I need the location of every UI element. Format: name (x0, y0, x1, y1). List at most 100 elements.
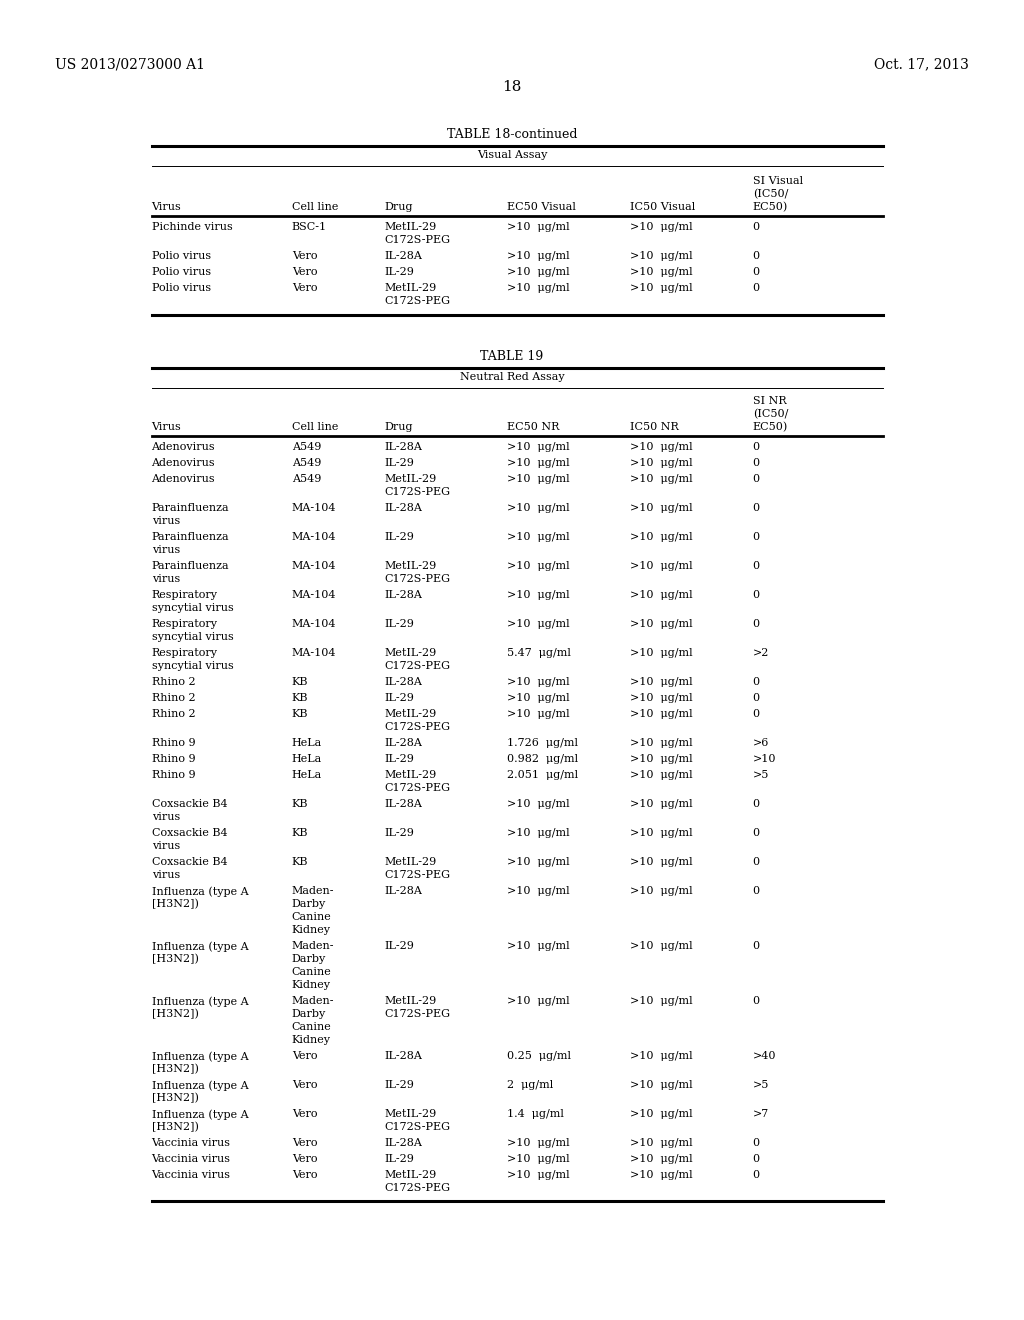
Text: Maden-: Maden- (292, 886, 335, 896)
Text: Virus: Virus (152, 422, 181, 432)
Text: C172S-PEG: C172S-PEG (384, 235, 450, 246)
Text: (IC50/: (IC50/ (753, 189, 788, 199)
Text: virus: virus (152, 812, 180, 822)
Text: 0.25  μg/ml: 0.25 μg/ml (507, 1051, 571, 1061)
Text: C172S-PEG: C172S-PEG (384, 487, 450, 498)
Text: SI NR: SI NR (753, 396, 786, 407)
Text: >10  μg/ml: >10 μg/ml (507, 677, 569, 686)
Text: IL-28A: IL-28A (384, 1051, 422, 1061)
Text: KB: KB (292, 857, 308, 867)
Text: >10  μg/ml: >10 μg/ml (630, 857, 692, 867)
Text: MetIL-29: MetIL-29 (384, 709, 436, 719)
Text: >10  μg/ml: >10 μg/ml (630, 1109, 692, 1119)
Text: >10  μg/ml: >10 μg/ml (630, 458, 692, 469)
Text: 0: 0 (753, 474, 760, 484)
Text: MetIL-29: MetIL-29 (384, 770, 436, 780)
Text: Vero: Vero (292, 1138, 317, 1148)
Text: EC50 NR: EC50 NR (507, 422, 559, 432)
Text: MA-104: MA-104 (292, 619, 336, 630)
Text: Adenovirus: Adenovirus (152, 474, 215, 484)
Text: >10  μg/ml: >10 μg/ml (630, 828, 692, 838)
Text: Canine: Canine (292, 968, 332, 977)
Text: >10  μg/ml: >10 μg/ml (630, 693, 692, 704)
Text: IC50 NR: IC50 NR (630, 422, 679, 432)
Text: MetIL-29: MetIL-29 (384, 282, 436, 293)
Text: Polio virus: Polio virus (152, 282, 211, 293)
Text: Darby: Darby (292, 899, 326, 909)
Text: virus: virus (152, 545, 180, 554)
Text: Drug: Drug (384, 422, 413, 432)
Text: 0: 0 (753, 282, 760, 293)
Text: >10  μg/ml: >10 μg/ml (507, 532, 569, 543)
Text: >10  μg/ml: >10 μg/ml (507, 693, 569, 704)
Text: Maden-: Maden- (292, 997, 335, 1006)
Text: IC50 Visual: IC50 Visual (630, 202, 695, 213)
Text: IL-29: IL-29 (384, 1154, 414, 1164)
Text: HeLa: HeLa (292, 738, 323, 748)
Text: C172S-PEG: C172S-PEG (384, 870, 450, 880)
Text: >2: >2 (753, 648, 769, 657)
Text: virus: virus (152, 841, 180, 851)
Text: Rhino 2: Rhino 2 (152, 709, 196, 719)
Text: BSC-1: BSC-1 (292, 222, 327, 232)
Text: [H3N2]): [H3N2]) (152, 1008, 199, 1019)
Text: >10  μg/ml: >10 μg/ml (630, 1170, 692, 1180)
Text: >10  μg/ml: >10 μg/ml (630, 997, 692, 1006)
Text: Vero: Vero (292, 1154, 317, 1164)
Text: MetIL-29: MetIL-29 (384, 474, 436, 484)
Text: IL-28A: IL-28A (384, 590, 422, 601)
Text: >10  μg/ml: >10 μg/ml (507, 282, 569, 293)
Text: Influenza (type A: Influenza (type A (152, 1109, 248, 1119)
Text: >10  μg/ml: >10 μg/ml (630, 648, 692, 657)
Text: MetIL-29: MetIL-29 (384, 1170, 436, 1180)
Text: Polio virus: Polio virus (152, 251, 211, 261)
Text: syncytial virus: syncytial virus (152, 603, 233, 612)
Text: MA-104: MA-104 (292, 590, 336, 601)
Text: Parainfluenza: Parainfluenza (152, 503, 229, 513)
Text: Vero: Vero (292, 251, 317, 261)
Text: Respiratory: Respiratory (152, 648, 217, 657)
Text: IL-29: IL-29 (384, 458, 414, 469)
Text: KB: KB (292, 828, 308, 838)
Text: C172S-PEG: C172S-PEG (384, 722, 450, 733)
Text: A549: A549 (292, 442, 322, 451)
Text: Vaccinia virus: Vaccinia virus (152, 1170, 230, 1180)
Text: HeLa: HeLa (292, 754, 323, 764)
Text: >10  μg/ml: >10 μg/ml (507, 267, 569, 277)
Text: >10  μg/ml: >10 μg/ml (630, 1154, 692, 1164)
Text: Influenza (type A: Influenza (type A (152, 1080, 248, 1090)
Text: Virus: Virus (152, 202, 181, 213)
Text: (IC50/: (IC50/ (753, 409, 788, 420)
Text: Coxsackie B4: Coxsackie B4 (152, 857, 227, 867)
Text: IL-29: IL-29 (384, 1080, 414, 1090)
Text: Influenza (type A: Influenza (type A (152, 1051, 248, 1061)
Text: >10  μg/ml: >10 μg/ml (630, 619, 692, 630)
Text: >10  μg/ml: >10 μg/ml (507, 1154, 569, 1164)
Text: >10  μg/ml: >10 μg/ml (507, 1138, 569, 1148)
Text: >10  μg/ml: >10 μg/ml (630, 1051, 692, 1061)
Text: >10  μg/ml: >10 μg/ml (630, 886, 692, 896)
Text: IL-28A: IL-28A (384, 886, 422, 896)
Text: 0: 0 (753, 267, 760, 277)
Text: C172S-PEG: C172S-PEG (384, 1008, 450, 1019)
Text: >10  μg/ml: >10 μg/ml (507, 886, 569, 896)
Text: 0: 0 (753, 442, 760, 451)
Text: Visual Assay: Visual Assay (477, 150, 547, 160)
Text: >5: >5 (753, 1080, 769, 1090)
Text: Polio virus: Polio virus (152, 267, 211, 277)
Text: MetIL-29: MetIL-29 (384, 222, 436, 232)
Text: 0: 0 (753, 1170, 760, 1180)
Text: HeLa: HeLa (292, 770, 323, 780)
Text: Vero: Vero (292, 1080, 317, 1090)
Text: >10  μg/ml: >10 μg/ml (630, 754, 692, 764)
Text: IL-28A: IL-28A (384, 251, 422, 261)
Text: 0: 0 (753, 886, 760, 896)
Text: IL-29: IL-29 (384, 828, 414, 838)
Text: >10  μg/ml: >10 μg/ml (507, 799, 569, 809)
Text: Parainfluenza: Parainfluenza (152, 532, 229, 543)
Text: >10  μg/ml: >10 μg/ml (630, 590, 692, 601)
Text: Cell line: Cell line (292, 202, 338, 213)
Text: >10  μg/ml: >10 μg/ml (630, 532, 692, 543)
Text: [H3N2]): [H3N2]) (152, 954, 199, 965)
Text: >10  μg/ml: >10 μg/ml (630, 474, 692, 484)
